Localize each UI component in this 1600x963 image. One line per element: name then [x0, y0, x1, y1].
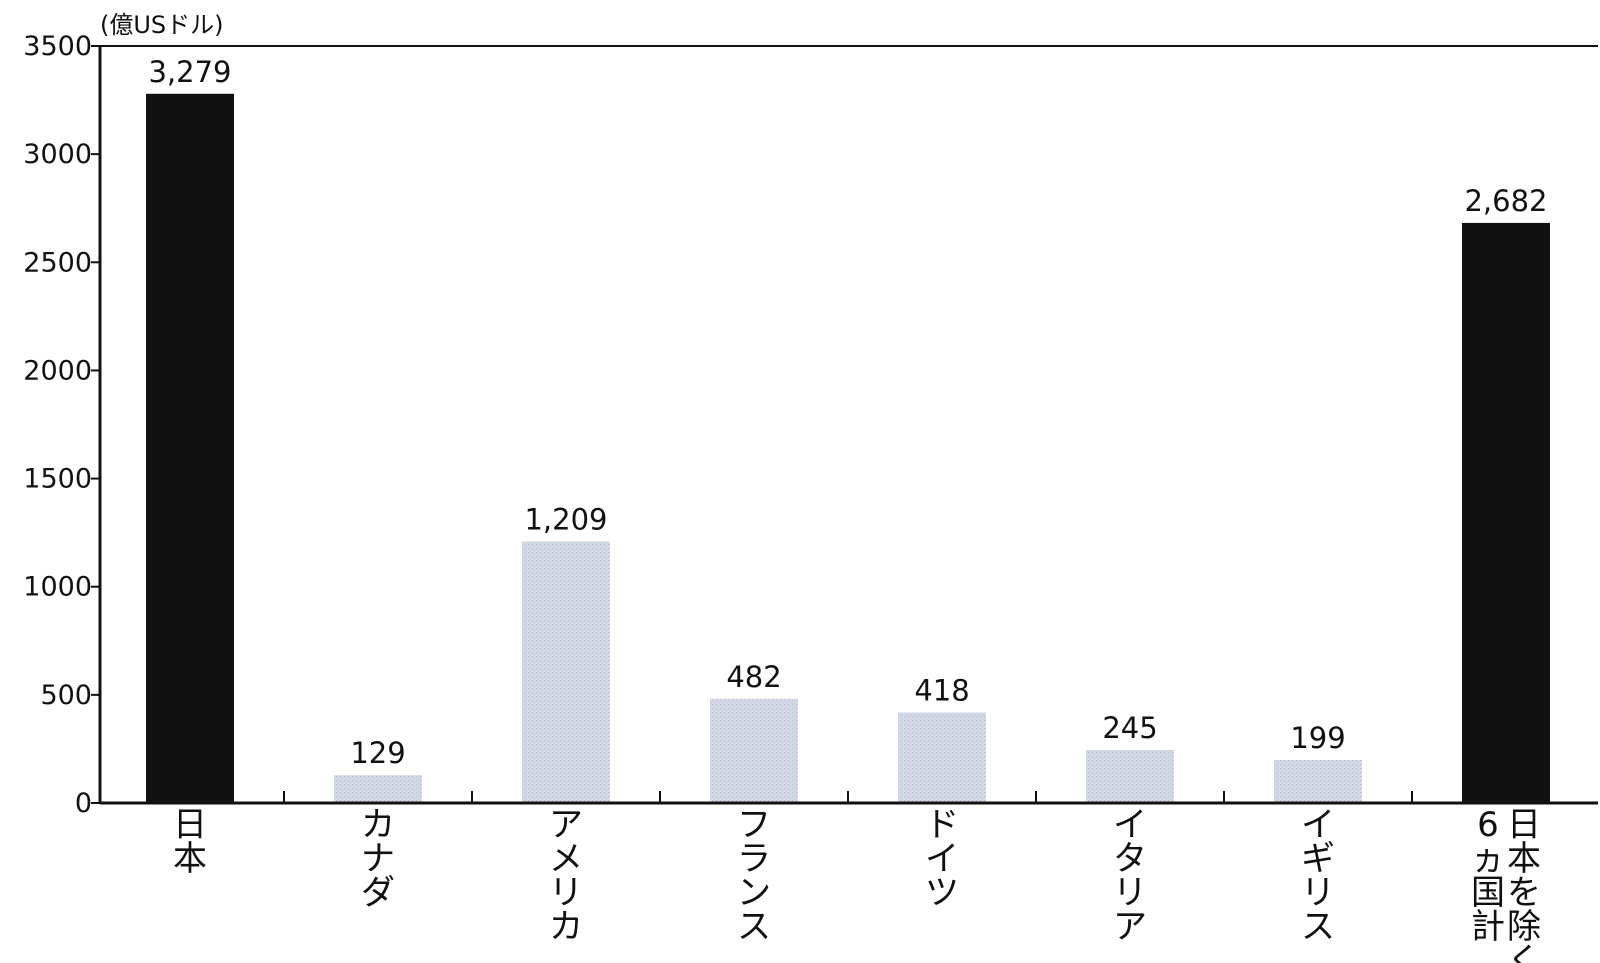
- y-tick-label: 0: [75, 788, 92, 819]
- y-tick-label: 2500: [23, 247, 92, 278]
- bar-value-label: 199: [1290, 721, 1345, 755]
- y-tick-label: 1000: [23, 572, 92, 603]
- bar-value-label: 2,682: [1464, 184, 1547, 218]
- x-category-label: 日本: [173, 805, 207, 879]
- bar-value-label: 3,279: [148, 55, 231, 89]
- x-category-label: 6 ヵ国計: [1471, 805, 1505, 947]
- bar: [522, 541, 610, 803]
- bar: [898, 712, 986, 803]
- x-category-label: フランス: [737, 805, 771, 947]
- y-tick-label: 3000: [23, 139, 92, 170]
- x-category-label: カナダ: [361, 805, 395, 913]
- x-category-label: イギリス: [1301, 805, 1335, 947]
- y-tick-label: 3500: [23, 31, 92, 62]
- bar-value-label: 245: [1102, 711, 1157, 745]
- bar: [710, 698, 798, 803]
- bar: [1462, 222, 1550, 804]
- bar-value-label: 418: [914, 674, 969, 708]
- bar-value-label: 129: [350, 736, 405, 770]
- bar: [334, 775, 422, 803]
- y-tick-label: 2000: [23, 355, 92, 386]
- x-category-label: 日本を除く: [1507, 805, 1541, 963]
- y-tick-label: 500: [40, 680, 92, 711]
- x-category-label: イタリア: [1113, 805, 1147, 947]
- x-category-label: ドイツ: [925, 805, 959, 913]
- x-category-label: アメリカ: [549, 805, 583, 947]
- bar-value-label: 482: [726, 660, 781, 694]
- bar: [1274, 759, 1362, 803]
- bar-value-label: 1,209: [524, 503, 607, 537]
- bar: [146, 93, 234, 804]
- y-axis-unit-label: (億USドル): [100, 11, 224, 39]
- bar: [1086, 750, 1174, 803]
- y-tick-label: 1500: [23, 464, 92, 495]
